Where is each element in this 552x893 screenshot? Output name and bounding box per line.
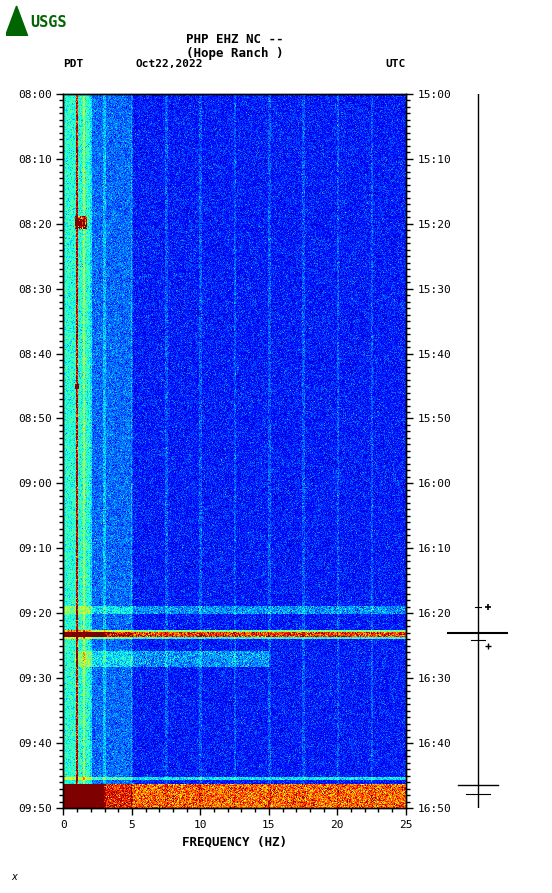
Text: x: x xyxy=(11,872,17,882)
X-axis label: FREQUENCY (HZ): FREQUENCY (HZ) xyxy=(182,836,287,848)
Text: Oct22,2022: Oct22,2022 xyxy=(135,59,203,70)
Text: USGS: USGS xyxy=(30,15,67,30)
Text: (Hope Ranch ): (Hope Ranch ) xyxy=(186,47,283,60)
Text: PHP EHZ NC --: PHP EHZ NC -- xyxy=(186,33,283,46)
Polygon shape xyxy=(6,6,28,36)
Text: PDT: PDT xyxy=(63,59,84,70)
Text: UTC: UTC xyxy=(385,59,406,70)
